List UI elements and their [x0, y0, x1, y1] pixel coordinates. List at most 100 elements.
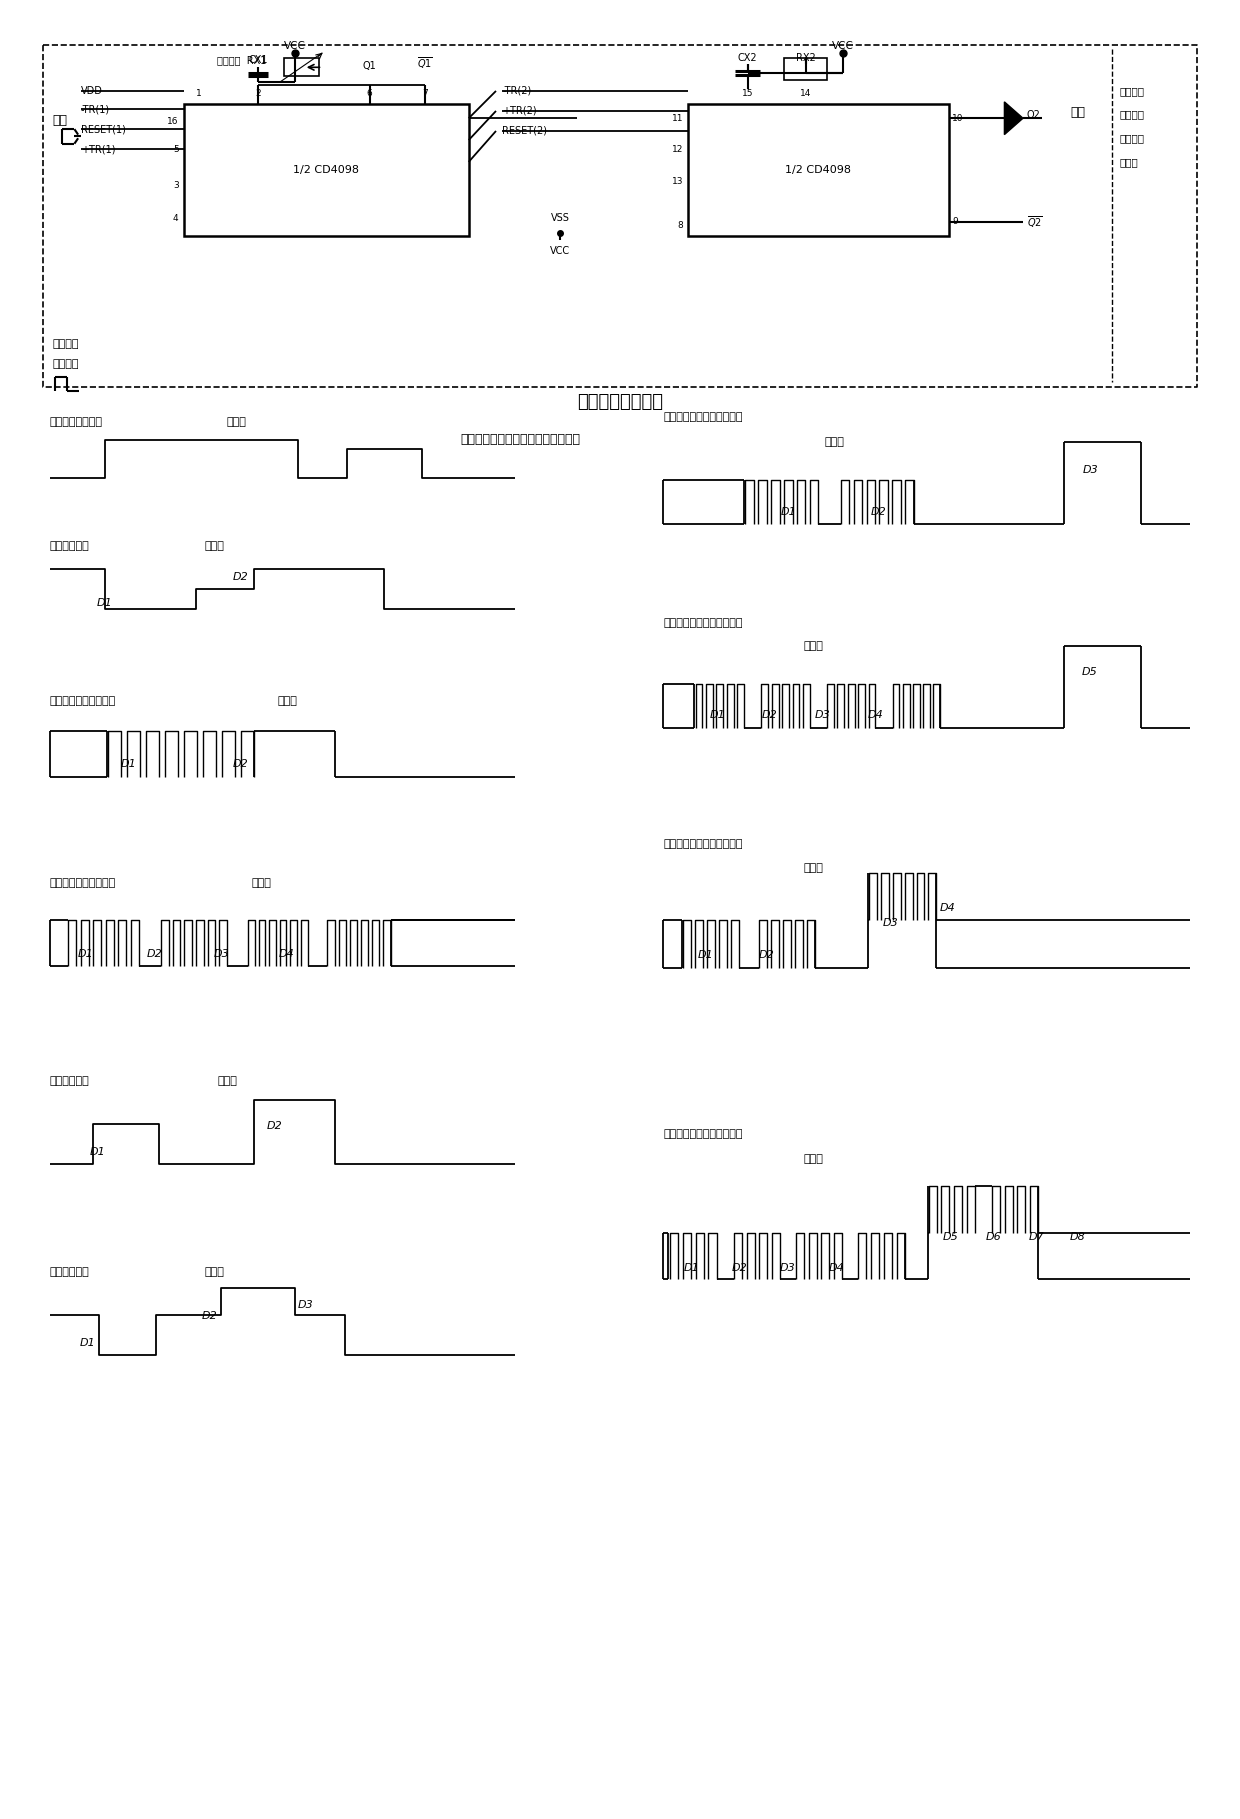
Text: 4: 4 — [172, 215, 179, 222]
Text: D1: D1 — [698, 951, 714, 960]
Text: 双极性单脉冲: 双极性单脉冲 — [50, 1077, 89, 1086]
Polygon shape — [1004, 102, 1023, 135]
Text: D2: D2 — [761, 711, 777, 720]
Text: 5: 5 — [172, 146, 179, 153]
Text: 双极性两极多段深振荡脉冲: 双极性两极多段深振荡脉冲 — [663, 1130, 743, 1139]
Text: VSS: VSS — [551, 213, 570, 224]
Text: 高功率脉冲磁控溅射电源电压波形图: 高功率脉冲磁控溅射电源电压波形图 — [461, 433, 580, 446]
Text: 3: 3 — [172, 182, 179, 189]
Text: 14: 14 — [800, 89, 812, 98]
Text: $\overline{Q1}$: $\overline{Q1}$ — [418, 55, 433, 71]
Text: D3: D3 — [780, 1264, 796, 1273]
Text: 双极性单极多段深振荡脉冲: 双极性单极多段深振荡脉冲 — [663, 618, 743, 628]
Text: RESET(1): RESET(1) — [81, 124, 125, 135]
Text: D6: D6 — [986, 1233, 1002, 1242]
Text: 占空比: 占空比 — [804, 1155, 823, 1164]
Text: 占空比: 占空比 — [227, 418, 247, 427]
Text: 单极性多脉冲: 单极性多脉冲 — [50, 542, 89, 551]
Text: 6: 6 — [367, 89, 372, 98]
Text: D2: D2 — [870, 508, 887, 517]
Text: 1: 1 — [196, 89, 201, 98]
Text: 高功率脉: 高功率脉 — [1120, 85, 1145, 96]
Text: +TR(2): +TR(2) — [502, 106, 537, 116]
Text: CX1: CX1 — [248, 55, 268, 65]
Text: D1: D1 — [120, 760, 136, 769]
Text: D2: D2 — [202, 1311, 218, 1321]
Text: -TR(1): -TR(1) — [81, 104, 109, 115]
Text: 单极性单段深振荡脉冲: 单极性单段深振荡脉冲 — [50, 697, 115, 706]
Text: 16: 16 — [167, 118, 179, 126]
Text: 单极性多段深振荡脉冲: 单极性多段深振荡脉冲 — [50, 879, 115, 888]
Text: D4: D4 — [828, 1264, 844, 1273]
Text: 射远程触: 射远程触 — [1120, 133, 1145, 144]
Text: D2: D2 — [233, 573, 249, 582]
Text: D3: D3 — [883, 919, 899, 928]
Text: D4: D4 — [279, 950, 295, 959]
Text: +TR(1): +TR(1) — [81, 144, 115, 155]
Text: D1: D1 — [781, 508, 797, 517]
Text: 1/2 CD4098: 1/2 CD4098 — [293, 166, 360, 175]
Text: D3: D3 — [1083, 466, 1099, 475]
Text: D1: D1 — [683, 1264, 699, 1273]
Bar — [184, 104, 469, 236]
Text: D5: D5 — [1081, 668, 1097, 677]
Text: D2: D2 — [146, 950, 162, 959]
Text: 发信号: 发信号 — [1120, 156, 1138, 167]
Text: 10: 10 — [952, 115, 963, 122]
Text: D2: D2 — [732, 1264, 748, 1273]
Text: 双极性两极单段深振荡脉冲: 双极性两极单段深振荡脉冲 — [663, 840, 743, 849]
Text: 占空比: 占空比 — [205, 1268, 224, 1277]
Text: VCC: VCC — [284, 42, 306, 51]
Bar — [284, 58, 319, 76]
Text: D4: D4 — [940, 904, 956, 913]
Text: $\overline{Q2}$: $\overline{Q2}$ — [1027, 215, 1043, 229]
Text: 双极性单极单段深振荡脉冲: 双极性单极单段深振荡脉冲 — [663, 413, 743, 422]
Text: D1: D1 — [97, 598, 113, 608]
Text: 13: 13 — [672, 178, 683, 186]
Text: RX2: RX2 — [796, 53, 816, 64]
Text: Q2: Q2 — [1027, 109, 1040, 120]
Text: D1: D1 — [709, 711, 725, 720]
Text: VDD: VDD — [81, 85, 103, 96]
Text: D1: D1 — [79, 1339, 95, 1348]
Text: D2: D2 — [759, 951, 775, 960]
Text: D3: D3 — [213, 950, 229, 959]
Text: D2: D2 — [233, 760, 249, 769]
Text: 占空比: 占空比 — [217, 1077, 237, 1086]
Text: 相位调节  RX1: 相位调节 RX1 — [217, 55, 267, 65]
Text: 占空比: 占空比 — [252, 879, 272, 888]
Text: D4: D4 — [868, 711, 884, 720]
Text: D7: D7 — [1029, 1233, 1045, 1242]
Text: D3: D3 — [298, 1301, 314, 1310]
Text: 占空比: 占空比 — [804, 642, 823, 651]
Text: 占空比: 占空比 — [825, 438, 844, 447]
Text: 输入: 输入 — [52, 113, 67, 127]
Text: Q1: Q1 — [362, 62, 377, 71]
Text: 9: 9 — [952, 218, 959, 226]
Text: D1: D1 — [78, 950, 94, 959]
Text: 波形同步匹配装置: 波形同步匹配装置 — [577, 393, 663, 411]
Text: 冲磁控溅: 冲磁控溅 — [1120, 109, 1145, 120]
Text: 12: 12 — [672, 146, 683, 153]
Text: VCC: VCC — [832, 42, 854, 51]
Text: 11: 11 — [672, 115, 683, 122]
Text: 1/2 CD4098: 1/2 CD4098 — [785, 166, 852, 175]
Text: D3: D3 — [815, 711, 831, 720]
Text: 触发信号: 触发信号 — [52, 358, 78, 369]
Text: 偏压同步: 偏压同步 — [52, 338, 78, 349]
Text: 双极性多脉冲: 双极性多脉冲 — [50, 1268, 89, 1277]
Text: 输出: 输出 — [1070, 106, 1085, 120]
Text: 单极性单脉冲波形: 单极性单脉冲波形 — [50, 418, 103, 427]
Text: 8: 8 — [677, 222, 683, 229]
Text: D8: D8 — [1070, 1233, 1086, 1242]
Text: RESET(2): RESET(2) — [502, 126, 547, 136]
Text: 占空比: 占空比 — [205, 542, 224, 551]
Bar — [688, 104, 949, 236]
Text: 7: 7 — [423, 89, 428, 98]
Text: 15: 15 — [742, 89, 754, 98]
Text: D2: D2 — [267, 1122, 283, 1131]
Text: 2: 2 — [255, 89, 260, 98]
Text: 占空比: 占空比 — [278, 697, 298, 706]
Text: -TR(2): -TR(2) — [502, 85, 532, 96]
Text: 占空比: 占空比 — [804, 864, 823, 873]
